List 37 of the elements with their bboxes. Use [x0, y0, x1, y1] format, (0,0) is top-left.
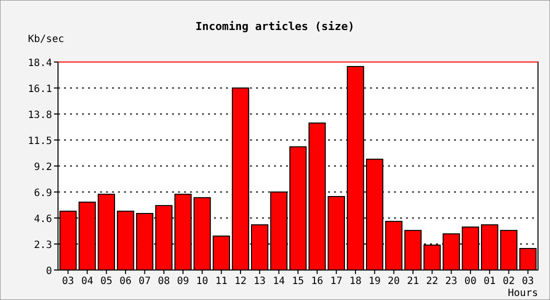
x-tick-label: 00	[464, 276, 476, 287]
x-tick-label: 10	[196, 276, 208, 287]
x-tick-label: 16	[311, 276, 324, 287]
y-axis-title: Kb/sec	[28, 34, 64, 45]
y-tick-label: 4.6	[34, 214, 52, 225]
x-tick-label: 02	[502, 276, 515, 287]
x-tick-label: 11	[215, 276, 228, 287]
x-tick-label: 03	[62, 276, 74, 287]
y-tick-label: 6.9	[34, 188, 52, 199]
y-tick-label: 11.5	[28, 136, 52, 147]
x-tick-label: 20	[388, 276, 400, 287]
x-tick-label: 13	[254, 276, 266, 287]
x-tick-label: 03	[522, 276, 534, 287]
y-tick-label: 2.3	[34, 240, 52, 251]
x-tick-label: 01	[484, 276, 496, 287]
x-tick-label: 12	[234, 276, 247, 287]
x-tick-label: 06	[120, 276, 132, 287]
x-tick-label: 17	[330, 276, 342, 287]
y-tick-label: 18.4	[28, 58, 52, 69]
x-tick-label: 05	[100, 276, 112, 287]
x-tick-label: 15	[292, 276, 304, 287]
x-tick-label: 09	[177, 276, 190, 287]
x-tick-label: 21	[406, 276, 419, 287]
x-tick-label: 07	[138, 276, 151, 287]
y-tick-label: 16.1	[28, 84, 52, 95]
x-axis-title: Hours	[508, 288, 538, 299]
y-tick-label: 0	[46, 266, 52, 277]
x-tick-label: 23	[445, 276, 458, 287]
x-tick-label: 08	[158, 276, 170, 287]
chart-title: Incoming articles (size)	[196, 20, 354, 33]
y-tick-label: 9.2	[34, 162, 52, 173]
y-tick-label: 13.8	[28, 110, 52, 121]
x-tick-label: 04	[81, 276, 94, 287]
x-tick-label: 14	[272, 276, 285, 287]
x-tick-label: 19	[368, 276, 381, 287]
x-tick-label: 18	[349, 276, 362, 287]
x-tick-label: 22	[426, 276, 438, 287]
